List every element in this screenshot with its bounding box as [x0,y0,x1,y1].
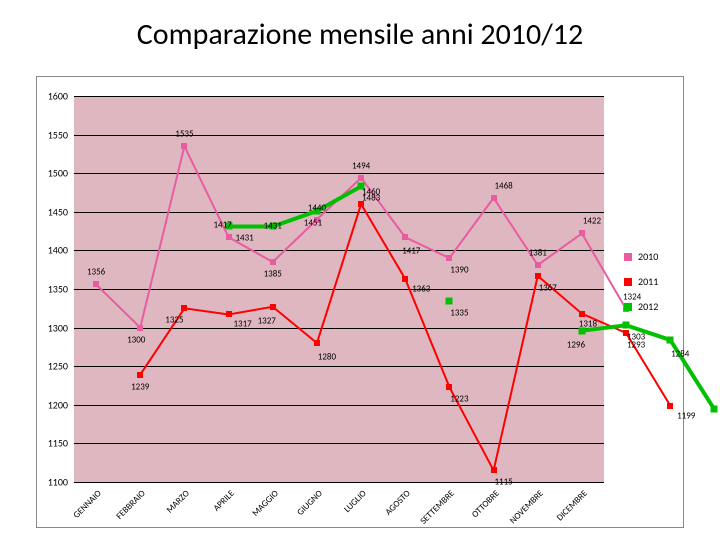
series-marker-2011 [226,311,232,317]
series-marker-2011 [667,403,673,409]
value-label-2010: 1422 [583,217,601,226]
series-marker-2010 [402,234,408,240]
series-marker-2012 [667,336,674,343]
value-label-2010: 1468 [494,181,512,190]
series-marker-2010 [446,255,452,261]
series-marker-2012 [711,406,718,413]
legend: 2010 2011 2012 [624,250,658,325]
legend-label: 2011 [638,275,658,288]
y-tick-label: 1450 [48,205,74,218]
value-label-2012: 1335 [450,308,468,317]
legend-item-2010: 2010 [624,250,658,263]
series-marker-2012 [446,297,453,304]
y-tick-label: 1150 [48,437,74,450]
plot-area: 1100115012001250130013501400145015001550… [74,96,604,482]
value-label-2011: 1327 [258,316,276,325]
series-marker-2010 [181,143,187,149]
value-label-2011: 1199 [677,411,695,420]
value-label-2012: 1431 [235,234,253,243]
value-label-2012: 1483 [362,194,380,203]
value-label-2010: 1417 [213,221,231,230]
series-marker-2011 [181,305,187,311]
y-tick-label: 1350 [48,283,74,296]
value-label-2010: 1381 [529,249,547,258]
value-label-2011: 1363 [412,284,430,293]
value-label-2011: 1317 [233,320,251,329]
y-tick-label: 1100 [48,476,74,489]
series-line-2011 [140,204,670,470]
value-label-2010: 1356 [87,268,105,277]
value-label-2010: 1535 [175,130,193,139]
legend-swatch [624,278,632,286]
y-tick-label: 1600 [48,90,74,103]
legend-item-2011: 2011 [624,275,658,288]
value-label-2012: 1451 [304,219,322,228]
legend-item-2012: 2012 [624,300,658,313]
series-marker-2010 [226,234,232,240]
series-marker-2010 [93,281,99,287]
legend-swatch [624,253,632,261]
y-tick-label: 1200 [48,398,74,411]
value-label-2011: 1280 [318,353,336,362]
series-marker-2011 [535,273,541,279]
series-marker-2010 [579,230,585,236]
value-label-2011: 1115 [494,478,512,487]
value-label-2010: 1440 [308,203,326,212]
value-label-2010: 1494 [352,161,370,170]
legend-label: 2010 [638,250,658,263]
series-line-2012 [229,186,362,226]
series-marker-2010 [491,195,497,201]
value-label-2010: 1390 [450,266,468,275]
value-label-2011: 1318 [579,319,597,328]
value-label-2011: 1367 [539,283,557,292]
y-tick-label: 1500 [48,167,74,180]
value-label-2011: 1325 [165,316,183,325]
value-label-2012: 1284 [671,349,689,358]
value-label-2010: 1300 [127,335,145,344]
value-label-2011: 1223 [450,395,468,404]
y-tick-label: 1400 [48,244,74,257]
value-label-2012: 1431 [264,222,282,231]
series-marker-2011 [402,276,408,282]
series-line-2010 [96,146,626,327]
series-marker-2010 [137,325,143,331]
series-marker-2011 [491,467,497,473]
page-title: Comparazione mensile anni 2010/12 [0,16,720,53]
y-tick-label: 1250 [48,360,74,373]
y-tick-label: 1300 [48,321,74,334]
value-label-2010: 1385 [264,269,282,278]
series-marker-2011 [270,304,276,310]
value-label-2011: 1239 [131,382,149,391]
series-marker-2010 [535,262,541,268]
series-marker-2010 [270,259,276,265]
legend-swatch [624,303,632,311]
value-label-2010: 1417 [402,247,420,256]
value-label-2012: 1303 [627,333,645,342]
y-tick-label: 1550 [48,128,74,141]
value-label-2012: 1296 [567,340,585,349]
gridline [74,482,604,483]
series-lines [74,96,604,482]
series-marker-2011 [137,372,143,378]
series-marker-2011 [579,311,585,317]
series-marker-2011 [314,340,320,346]
series-marker-2011 [446,384,452,390]
legend-label: 2012 [638,300,658,313]
series-marker-2010 [358,175,364,181]
